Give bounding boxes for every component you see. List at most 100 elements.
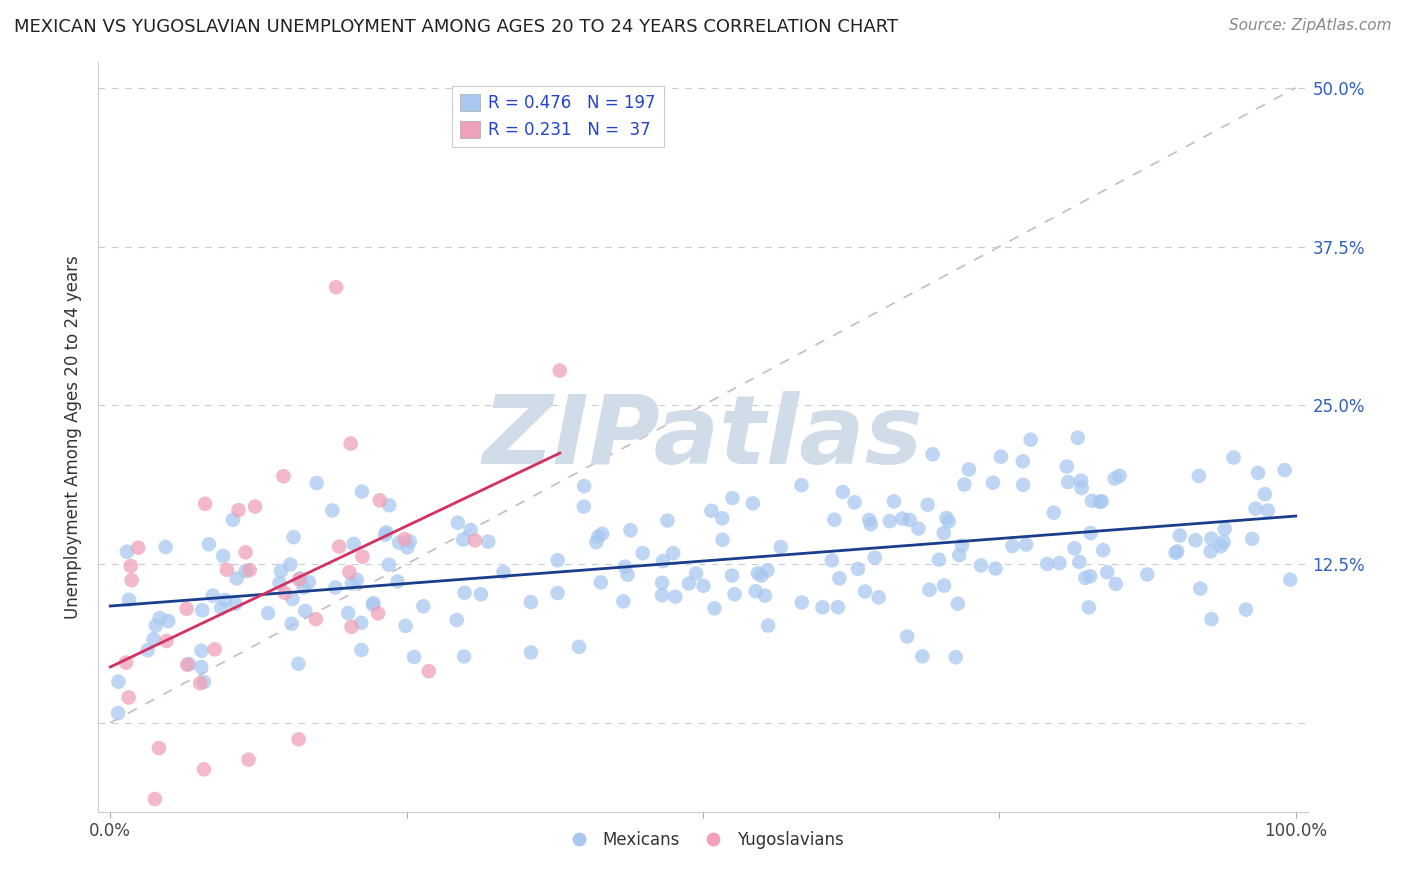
- Point: [1067, 431, 1090, 445]
- Point: [948, 548, 970, 562]
- Point: [790, 595, 813, 609]
- Y-axis label: Unemployment Among Ages 20 to 24 years: Unemployment Among Ages 20 to 24 years: [65, 255, 83, 619]
- Point: [374, 527, 396, 541]
- Point: [572, 479, 595, 493]
- Point: [945, 650, 967, 665]
- Point: [911, 649, 934, 664]
- Point: [225, 572, 247, 586]
- Point: [446, 613, 468, 627]
- Point: [863, 550, 886, 565]
- Point: [588, 530, 610, 544]
- Point: [891, 511, 914, 525]
- Point: [107, 706, 129, 720]
- Point: [188, 676, 211, 690]
- Point: [337, 565, 360, 579]
- Point: [418, 664, 440, 678]
- Point: [1279, 573, 1302, 587]
- Point: [744, 584, 766, 599]
- Point: [198, 537, 221, 551]
- Point: [907, 522, 929, 536]
- Point: [883, 494, 905, 508]
- Point: [664, 590, 686, 604]
- Point: [190, 660, 212, 674]
- Point: [1188, 469, 1211, 483]
- Point: [703, 601, 725, 615]
- Point: [953, 477, 976, 491]
- Point: [1091, 494, 1114, 508]
- Point: [269, 576, 291, 591]
- Point: [453, 585, 475, 599]
- Point: [756, 563, 779, 577]
- Point: [238, 753, 260, 767]
- Point: [350, 643, 373, 657]
- Point: [464, 533, 486, 548]
- Point: [831, 485, 853, 500]
- Point: [1070, 481, 1092, 495]
- Point: [619, 523, 641, 537]
- Point: [243, 500, 266, 514]
- Point: [568, 640, 591, 654]
- Text: ZIPatlas: ZIPatlas: [482, 391, 924, 483]
- Point: [678, 576, 700, 591]
- Point: [685, 566, 707, 581]
- Point: [1184, 533, 1206, 548]
- Legend: Mexicans, Yugoslavians: Mexicans, Yugoslavians: [555, 824, 851, 855]
- Point: [350, 615, 373, 630]
- Point: [193, 674, 215, 689]
- Point: [984, 561, 1007, 575]
- Point: [918, 582, 941, 597]
- Point: [398, 534, 420, 549]
- Point: [853, 584, 876, 599]
- Point: [520, 645, 543, 659]
- Point: [375, 525, 398, 540]
- Point: [378, 498, 401, 512]
- Point: [1057, 475, 1080, 489]
- Point: [305, 612, 328, 626]
- Point: [811, 600, 834, 615]
- Point: [613, 559, 636, 574]
- Point: [194, 497, 217, 511]
- Point: [896, 630, 918, 644]
- Point: [176, 657, 198, 672]
- Point: [957, 462, 980, 476]
- Point: [388, 535, 411, 549]
- Point: [1222, 450, 1244, 465]
- Point: [155, 634, 177, 648]
- Point: [1078, 569, 1101, 583]
- Point: [1012, 477, 1035, 491]
- Point: [879, 514, 901, 528]
- Point: [754, 589, 776, 603]
- Point: [741, 496, 763, 510]
- Point: [149, 611, 172, 625]
- Point: [157, 614, 180, 628]
- Point: [451, 533, 474, 547]
- Point: [325, 581, 347, 595]
- Point: [239, 563, 262, 577]
- Point: [828, 571, 851, 585]
- Point: [148, 741, 170, 756]
- Point: [224, 597, 246, 611]
- Point: [340, 576, 363, 591]
- Point: [214, 593, 236, 607]
- Point: [287, 732, 309, 747]
- Point: [711, 511, 734, 525]
- Point: [692, 579, 714, 593]
- Text: Source: ZipAtlas.com: Source: ZipAtlas.com: [1229, 18, 1392, 33]
- Point: [115, 656, 138, 670]
- Point: [120, 559, 142, 574]
- Point: [1257, 503, 1279, 517]
- Point: [283, 530, 305, 544]
- Point: [352, 549, 374, 564]
- Point: [721, 568, 744, 582]
- Point: [652, 554, 675, 568]
- Point: [155, 540, 177, 554]
- Point: [1105, 577, 1128, 591]
- Point: [751, 568, 773, 582]
- Point: [1056, 459, 1078, 474]
- Text: MEXICAN VS YUGOSLAVIAN UNEMPLOYMENT AMONG AGES 20 TO 24 YEARS CORRELATION CHART: MEXICAN VS YUGOSLAVIAN UNEMPLOYMENT AMON…: [14, 18, 898, 36]
- Point: [270, 564, 292, 578]
- Point: [470, 587, 492, 601]
- Point: [1042, 506, 1064, 520]
- Point: [204, 642, 226, 657]
- Point: [127, 541, 149, 555]
